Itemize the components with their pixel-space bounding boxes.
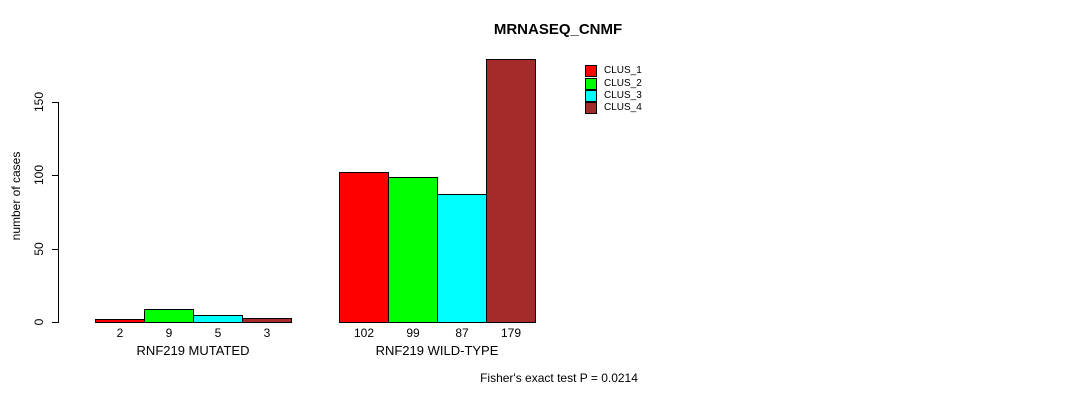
bar-clus-3-rnf219-wild-type: [437, 194, 487, 323]
category-label: RNF219 WILD-TYPE: [375, 343, 499, 358]
bar-clus-1-rnf219-mutated: [95, 319, 145, 323]
y-axis-tick-label: 150: [32, 91, 46, 113]
bar-value-label: 87: [455, 326, 469, 340]
bar-clus-2-rnf219-mutated: [144, 309, 194, 323]
fisher-test-annotation: Fisher's exact test P = 0.0214: [480, 371, 638, 385]
y-axis-tick-label: 100: [32, 164, 46, 186]
bar-value-label: 2: [116, 326, 124, 340]
legend-label: CLUS_3: [604, 89, 642, 101]
bar-value-label: 102: [353, 326, 375, 340]
legend-swatch-clus-2: [585, 77, 597, 90]
legend-label: CLUS_2: [604, 77, 642, 89]
bar-clus-4-rnf219-mutated: [242, 318, 292, 323]
y-axis-line: [58, 102, 59, 323]
legend-item: CLUS_3: [585, 89, 642, 102]
chart-title: MRNASEQ_CNMF: [493, 21, 623, 38]
legend-swatch-clus-3: [585, 89, 597, 102]
legend-item: CLUS_2: [585, 77, 642, 90]
bar-value-label: 5: [214, 326, 222, 340]
bar-clus-2-rnf219-wild-type: [388, 177, 438, 323]
bar-value-label: 179: [500, 326, 522, 340]
legend-item: CLUS_1: [585, 65, 642, 78]
y-axis-tick-label: 50: [32, 242, 46, 256]
bar-value-label: 3: [263, 326, 271, 340]
bar-clus-3-rnf219-mutated: [193, 315, 243, 323]
legend-swatch-clus-1: [585, 65, 597, 78]
y-axis-tick: [52, 322, 59, 323]
bar-value-label: 9: [165, 326, 173, 340]
y-axis-tick: [52, 102, 59, 103]
legend-label: CLUS_4: [604, 102, 642, 114]
legend-swatch-clus-4: [585, 102, 597, 115]
legend-item: CLUS_4: [585, 102, 642, 115]
legend-label: CLUS_1: [604, 65, 642, 77]
bar-value-label: 99: [406, 326, 420, 340]
bar-clus-4-rnf219-wild-type: [486, 59, 536, 323]
legend: CLUS_1 CLUS_2 CLUS_3 CLUS_4: [585, 65, 642, 115]
y-axis-tick: [52, 175, 59, 176]
y-axis-tick: [52, 249, 59, 250]
y-axis-label: number of cases: [9, 151, 23, 241]
category-label: RNF219 MUTATED: [136, 343, 250, 358]
y-axis-tick-label: 0: [32, 318, 46, 326]
bar-clus-1-rnf219-wild-type: [339, 172, 389, 323]
